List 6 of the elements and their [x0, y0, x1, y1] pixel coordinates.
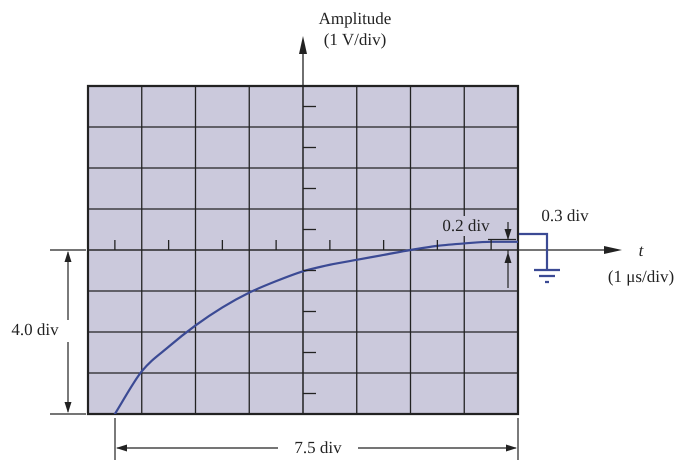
- text: Amplitude (1 V/div): [318, 8, 392, 50]
- text: 7.5 div: [278, 438, 358, 458]
- text: 4.0 div: [0, 320, 70, 340]
- text: 0.3 div: [540, 206, 590, 226]
- text: 0.2 div: [434, 216, 498, 236]
- text: t (1 μs/div): [606, 240, 676, 288]
